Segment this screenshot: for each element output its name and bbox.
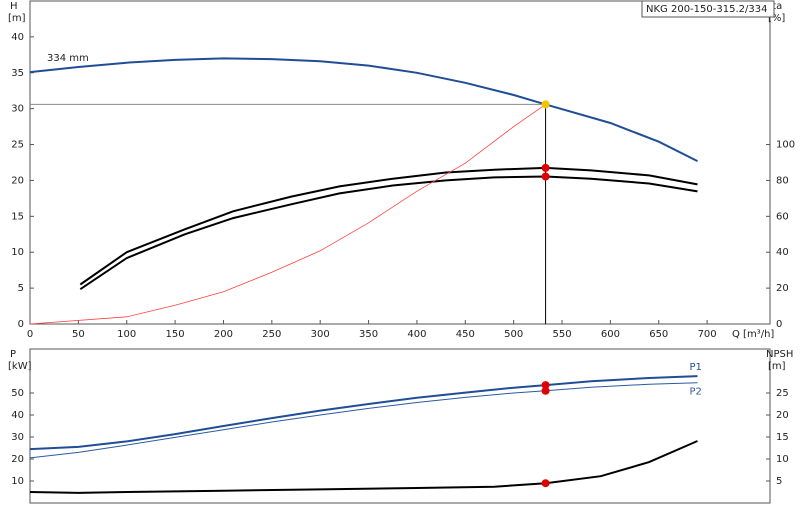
y2-tick-label: 80 (776, 175, 789, 186)
operating-point (541, 100, 550, 109)
operating-point (541, 172, 550, 181)
x-tick-label: 0 (27, 329, 33, 340)
x-tick-label: 450 (456, 329, 475, 340)
y-tick-label: 15 (11, 211, 24, 222)
operating-point (541, 163, 550, 172)
y-tick-label: 30 (11, 432, 24, 443)
y-tick-label: 30 (11, 104, 24, 115)
y2-tick-label: 60 (776, 211, 789, 222)
curve (29, 375, 698, 451)
x-tick-label: 300 (311, 329, 330, 340)
y-tick-label: 20 (11, 454, 24, 465)
curve (29, 440, 698, 494)
x-tick-label: 150 (166, 329, 185, 340)
y-axis-unit: [m] (8, 13, 26, 24)
x-tick-label: 500 (504, 329, 523, 340)
annotation: 334 mm (47, 53, 89, 64)
curve (79, 175, 698, 291)
y-axis-unit: [kW] (8, 361, 32, 372)
y2-axis-unit: [m] (768, 361, 786, 372)
y-tick-label: 20 (11, 175, 24, 186)
y-tick-label: 10 (11, 476, 24, 487)
plot-frame (29, 348, 771, 504)
curve-label: P2 (689, 387, 701, 398)
y2-tick-label: 25 (776, 388, 789, 399)
x-tick-label: 50 (72, 329, 85, 340)
operating-point (541, 386, 550, 395)
y-tick-label: 40 (11, 410, 24, 421)
x-tick-label: 550 (552, 329, 571, 340)
y2-tick-label: 5 (776, 476, 782, 487)
y-tick-label: 0 (18, 319, 24, 330)
x-tick-label: 250 (262, 329, 281, 340)
curve (29, 104, 546, 325)
y-axis-label: H (10, 1, 18, 12)
x-axis-label: Q [m³/h] (732, 329, 774, 340)
y-tick-label: 10 (11, 247, 24, 258)
y2-axis-label: NPSH (766, 349, 793, 360)
x-tick-label: 350 (359, 329, 378, 340)
y2-tick-label: 15 (776, 432, 789, 443)
x-tick-label: 650 (649, 329, 668, 340)
plot-frame (29, 0, 771, 325)
y-tick-label: 35 (11, 68, 24, 79)
title-box (641, 0, 775, 18)
curve-label: P1 (689, 362, 701, 373)
operating-point (541, 479, 550, 488)
x-tick-label: 600 (601, 329, 620, 340)
x-tick-label: 200 (214, 329, 233, 340)
y2-tick-label: 10 (776, 454, 789, 465)
y2-tick-label: 100 (776, 140, 795, 151)
y-tick-label: 40 (11, 32, 24, 43)
y2-tick-label: 0 (776, 319, 782, 330)
chart-title: NKG 200-150-315.2/334 (646, 4, 767, 15)
y2-tick-label: 40 (776, 247, 789, 258)
y-tick-label: 25 (11, 140, 24, 151)
curve (79, 166, 698, 286)
x-tick-label: 400 (407, 329, 426, 340)
y2-tick-label: 20 (776, 283, 789, 294)
x-tick-label: 100 (117, 329, 136, 340)
curve (29, 382, 698, 459)
y-axis-label: P (10, 349, 16, 360)
y-tick-label: 50 (11, 388, 24, 399)
y2-tick-label: 20 (776, 410, 789, 421)
curve (29, 57, 698, 162)
y-tick-label: 5 (18, 283, 24, 294)
x-tick-label: 700 (698, 329, 717, 340)
y2-axis-unit: [%] (768, 13, 785, 24)
